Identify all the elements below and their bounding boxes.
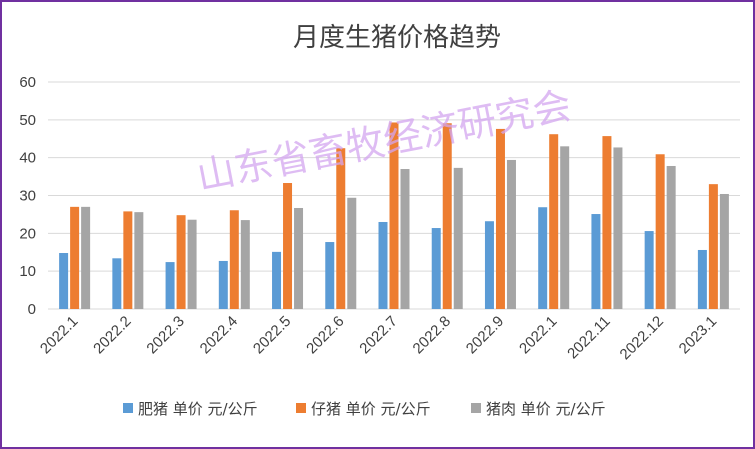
bar <box>538 207 548 309</box>
x-tick-label: 2022.1 <box>37 313 81 357</box>
bar <box>325 242 335 309</box>
y-tick-label: 40 <box>19 150 36 167</box>
x-tick-label: 2022.8 <box>410 313 454 357</box>
legend-label: 肥猪 单价 元/公斤 <box>138 400 258 418</box>
bar <box>400 169 410 309</box>
x-tick-label: 2022.5 <box>250 313 294 357</box>
bar <box>442 123 452 309</box>
y-tick-label: 20 <box>19 225 36 242</box>
bar <box>549 134 559 309</box>
bar <box>294 207 304 309</box>
bar <box>165 262 175 309</box>
y-tick-label: 10 <box>19 263 36 280</box>
bar <box>59 253 69 309</box>
bar <box>560 146 570 309</box>
bar <box>134 212 144 309</box>
bar <box>697 249 707 309</box>
bar <box>283 183 293 309</box>
legend-swatch <box>296 403 306 413</box>
bar <box>112 258 122 309</box>
x-tick-label: 2022.6 <box>303 313 347 357</box>
legend-label: 仔猪 单价 元/公斤 <box>311 400 431 418</box>
bar <box>218 260 228 309</box>
bar <box>240 220 250 309</box>
legend-label: 猪肉 单价 元/公斤 <box>486 400 606 418</box>
bar <box>176 215 186 309</box>
legend-swatch <box>471 403 481 413</box>
bar <box>666 165 676 309</box>
bar <box>70 206 80 309</box>
x-tick-label: 2023.1 <box>676 313 720 357</box>
x-tick-label: 2022.4 <box>197 313 241 357</box>
x-tick-label: 2022.7 <box>356 313 400 357</box>
bar <box>81 206 91 309</box>
bar <box>123 211 133 309</box>
bar <box>719 193 729 309</box>
bars <box>59 122 729 310</box>
bar <box>495 128 505 309</box>
bar <box>347 197 357 309</box>
bar <box>613 147 623 309</box>
bar <box>644 231 654 309</box>
watermark: 山东省畜牧经济研究会 <box>193 83 574 199</box>
y-tick-label: 0 <box>28 301 36 318</box>
bar <box>655 154 665 309</box>
bar <box>453 167 463 309</box>
x-tick-label: 2022.12 <box>617 313 667 363</box>
bar <box>708 184 718 309</box>
chart-title: 月度生猪价格趋势 <box>293 23 501 53</box>
y-axis-ticks: 0 10 20 30 40 50 60 <box>19 74 36 318</box>
y-tick-label: 60 <box>19 74 36 91</box>
y-tick-label: 50 <box>19 112 36 129</box>
x-tick-label: 2022.3 <box>143 313 187 357</box>
legend: 肥猪 单价 元/公斤 仔猪 单价 元/公斤 猪肉 单价 元/公斤 <box>123 400 606 418</box>
bar <box>272 251 282 309</box>
legend-swatch <box>123 403 133 413</box>
x-tick-label: 2022.11 <box>564 313 614 363</box>
bar <box>431 228 441 309</box>
x-tick-label: 2022.9 <box>463 313 507 357</box>
x-tick-label: 2022.1 <box>516 313 560 357</box>
bar <box>506 159 516 309</box>
bar <box>229 210 239 309</box>
bar <box>336 148 346 309</box>
bar <box>484 221 494 309</box>
x-axis-labels: 2022.1 2022.2 2022.3 2022.4 2022.5 2022.6 2022… <box>37 313 720 363</box>
bar <box>389 122 399 310</box>
y-tick-label: 30 <box>19 188 36 205</box>
x-tick-label: 2022.2 <box>90 313 134 357</box>
bar <box>602 136 612 309</box>
bar <box>591 214 601 309</box>
bar <box>187 219 197 309</box>
bar <box>378 221 388 309</box>
